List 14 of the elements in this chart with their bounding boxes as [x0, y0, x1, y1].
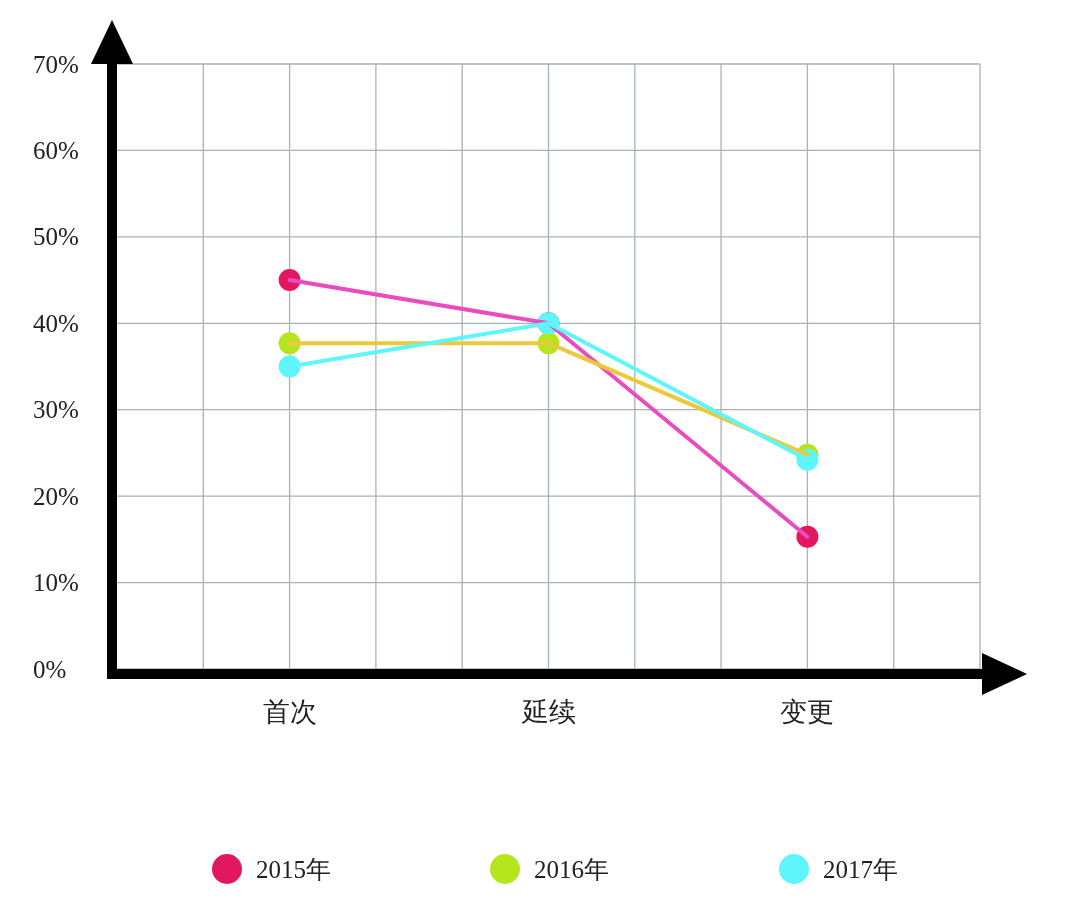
- y-tick-label: 10%: [33, 569, 79, 597]
- y-tick-label: 30%: [33, 396, 79, 424]
- y-tick-label: 50%: [33, 223, 79, 251]
- y-tick-label: 0%: [33, 655, 67, 683]
- legend-label: 2017年: [823, 855, 898, 883]
- x-tick-label: 首次: [262, 697, 317, 727]
- x-tick-label: 变更: [780, 697, 835, 727]
- y-tick-label: 40%: [33, 309, 79, 337]
- y-tick-label: 70%: [33, 50, 79, 78]
- y-tick-label: 60%: [33, 136, 79, 164]
- legend-label: 2015年: [256, 855, 331, 883]
- legend-label: 2016年: [534, 855, 609, 883]
- y-tick-label: 20%: [33, 482, 79, 510]
- x-tick-label: 延续: [520, 697, 576, 727]
